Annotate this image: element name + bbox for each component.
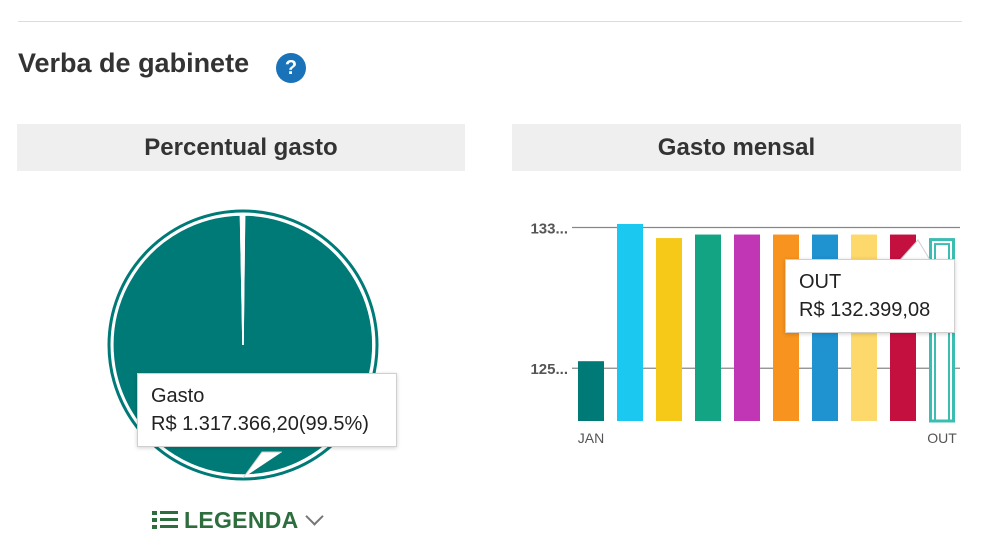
list-icon (152, 509, 178, 531)
bar-tooltip: OUT R$ 132.399,08 (785, 259, 955, 333)
pie-tooltip-label: Gasto (151, 385, 205, 407)
bar-fev[interactable] (617, 224, 643, 421)
bar-tooltip-value: R$ 132.399,08 (799, 299, 931, 321)
bar-jan[interactable] (578, 361, 604, 421)
bar-tooltip-label: OUT (799, 271, 842, 293)
section-title: Verba de gabinete (18, 48, 250, 78)
chevron-down-icon (304, 506, 324, 526)
legend-toggle-label: LEGENDA (184, 506, 299, 533)
x-tick-label: JAN (578, 430, 604, 446)
question-circle-icon[interactable]: ? (276, 53, 306, 83)
pie-tooltip: Gasto R$ 1.317.366,20(99.5%) (137, 373, 397, 447)
pie-outer-ring (107, 209, 379, 481)
bar-panel-header: Gasto mensal (512, 124, 961, 171)
y-tick-label: 133... (530, 221, 568, 238)
x-tick-label: OUT (927, 430, 957, 446)
bar-tooltip-pointer (899, 239, 931, 261)
bar-mar[interactable] (656, 238, 682, 421)
top-divider (18, 21, 962, 22)
legend-toggle-button[interactable]: LEGENDA (152, 503, 324, 537)
bar-mai[interactable] (734, 234, 760, 421)
pie-tooltip-pointer (242, 451, 282, 479)
pie-slice[interactable] (239, 214, 246, 346)
pie-panel-header: Percentual gasto (17, 124, 465, 171)
y-tick-label: 125... (530, 361, 568, 378)
pie-tooltip-value: R$ 1.317.366,20(99.5%) (151, 413, 369, 435)
bar-abr[interactable] (695, 234, 721, 421)
